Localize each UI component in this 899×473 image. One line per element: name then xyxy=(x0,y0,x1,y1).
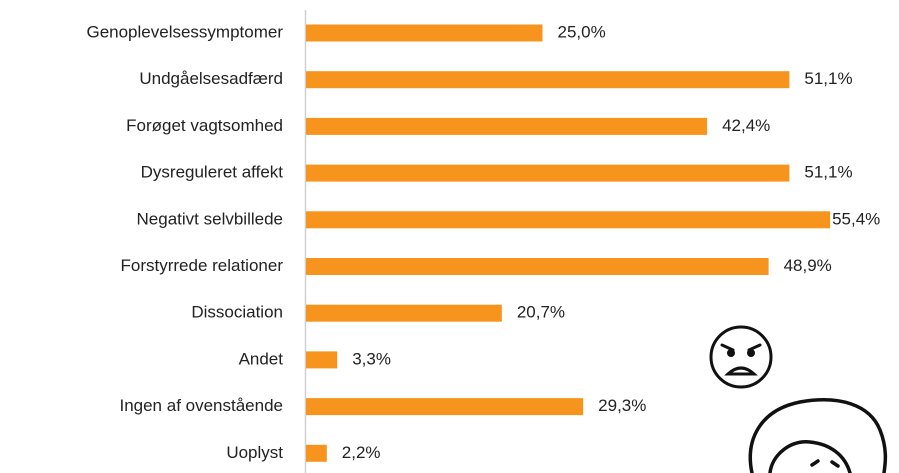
bar xyxy=(306,444,327,462)
person-doodle xyxy=(748,398,888,473)
category-label: Andet xyxy=(239,349,284,368)
bar xyxy=(306,211,831,229)
value-label: 51,1% xyxy=(804,69,852,88)
bar xyxy=(306,24,543,42)
angry-emoji xyxy=(709,325,773,389)
category-label: Forøget vagtsomhed xyxy=(126,116,283,135)
category-label: Negativt selvbillede xyxy=(137,209,283,228)
category-label: Ingen af ovenstående xyxy=(119,396,283,415)
bar xyxy=(306,164,790,182)
value-label: 51,1% xyxy=(804,163,852,182)
category-label: Dissociation xyxy=(191,303,283,322)
bar xyxy=(306,71,790,89)
value-label: 3,3% xyxy=(352,349,391,368)
bar xyxy=(306,258,769,275)
bar xyxy=(306,304,502,322)
value-label: 25,0% xyxy=(558,22,606,41)
value-label: 20,7% xyxy=(517,303,565,322)
value-label: 29,3% xyxy=(598,396,646,415)
category-label: Uoplyst xyxy=(226,443,283,462)
category-label: Undgåelsesadfærd xyxy=(139,69,283,88)
value-label: 42,4% xyxy=(722,116,770,135)
category-label: Genoplevelsessymptomer xyxy=(86,22,283,41)
category-label: Dysreguleret affekt xyxy=(141,163,284,182)
bar xyxy=(306,398,584,416)
category-label: Forstyrrede relationer xyxy=(120,256,283,275)
value-label: 2,2% xyxy=(342,443,381,462)
bar xyxy=(306,117,708,135)
value-label: 48,9% xyxy=(784,256,832,275)
bar xyxy=(306,351,338,369)
value-label: 55,4% xyxy=(832,209,880,228)
